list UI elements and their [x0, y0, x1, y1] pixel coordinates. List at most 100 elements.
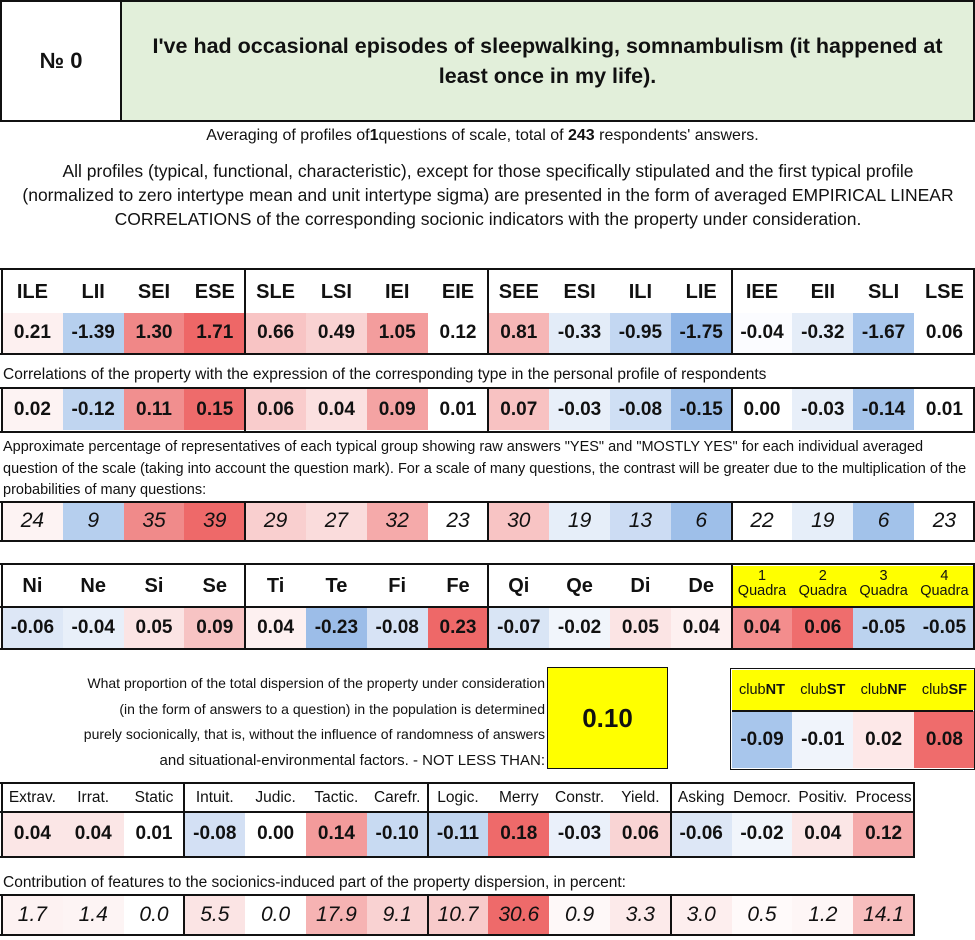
club-value: 0.02 — [853, 711, 914, 768]
type-pct-value: 39 — [184, 502, 246, 540]
type-profile-value: 0.49 — [306, 313, 367, 353]
club-prefix: club — [921, 682, 949, 698]
type-pct-value: 32 — [366, 502, 428, 540]
club-value: -0.01 — [792, 711, 854, 768]
trait-value: 0.14 — [306, 812, 367, 856]
trait-contrib-value: 1.7 — [2, 896, 63, 934]
trait-contrib-value: 5.5 — [184, 896, 246, 934]
quadra-header: 3 Quadra — [853, 566, 914, 606]
grid-line — [0, 934, 915, 936]
trait-contrib-value: 9.1 — [366, 896, 428, 934]
grid-line — [730, 268, 733, 353]
quadra-header: 2 Quadra — [792, 566, 854, 606]
trait-header: Intuit. — [195, 789, 234, 806]
grid-line — [244, 387, 247, 431]
club-name: NF — [887, 682, 907, 698]
trait-header: Tactic. — [314, 789, 359, 806]
club-prefix: club — [800, 682, 827, 698]
club-header: club SF — [914, 670, 975, 710]
question-text: I've had occasional episodes of sleepwal… — [152, 34, 943, 88]
dispersion-line-4: and situational-environmental factors. -… — [159, 751, 545, 769]
type-corr-value: 0.11 — [123, 389, 185, 430]
type-pct-value: 9 — [62, 502, 124, 540]
type-header: EIE — [441, 280, 475, 303]
type-corr-value: 0.04 — [306, 389, 367, 430]
club-name: ST — [826, 682, 846, 698]
function-header: Te — [325, 574, 348, 597]
grid-line — [669, 894, 672, 936]
type-pct-value: 22 — [731, 502, 793, 540]
trait-value: 0.18 — [488, 812, 550, 856]
trait-contrib-value: 3.0 — [670, 896, 732, 934]
function-value: -0.02 — [549, 607, 610, 648]
trait-contrib-value: 1.2 — [792, 896, 854, 934]
trait-header: Merry — [498, 789, 539, 806]
type-pct-value: 19 — [549, 502, 610, 540]
grid-line — [0, 353, 975, 355]
type-header: EII — [810, 280, 836, 303]
type-corr-value: 0.06 — [245, 389, 306, 430]
type-header: SEI — [137, 280, 171, 303]
type-corr-value: 0.07 — [488, 389, 550, 430]
trait-header: Extrav. — [8, 789, 56, 806]
grid-line — [973, 387, 975, 431]
trait-header: Static — [134, 789, 174, 806]
club-header: club NF — [853, 670, 914, 710]
type-profile-value: -1.39 — [62, 313, 124, 353]
quadra-number: 3 — [879, 568, 888, 584]
type-profile-value: 0.12 — [427, 313, 489, 353]
type-profile-value: 0.21 — [2, 313, 63, 353]
type-corr-value: 0.15 — [184, 389, 246, 430]
grid-line — [1, 894, 3, 936]
club-value: -0.09 — [731, 711, 793, 768]
type-pct-value: 19 — [792, 502, 854, 540]
grid-line — [0, 540, 975, 542]
type-header: LIE — [685, 280, 717, 303]
type-corr-value: -0.12 — [62, 389, 124, 430]
type-corr-value: 0.01 — [427, 389, 489, 430]
type-profile-value: 0.66 — [245, 313, 306, 353]
trait-value: 0.04 — [2, 812, 63, 856]
trait-header: Democr. — [733, 789, 791, 806]
averaging-middle: questions of scale, total of — [378, 127, 564, 144]
quadra-number: 1 — [757, 568, 767, 584]
grid-line — [669, 782, 672, 858]
type-profile-value: -0.04 — [731, 313, 793, 353]
dispersion-value: 0.10 — [582, 702, 633, 733]
type-pct-value: 23 — [427, 502, 489, 540]
type-pct-value: 29 — [245, 502, 306, 540]
trait-header: Asking — [677, 789, 725, 806]
grid-line — [730, 387, 733, 431]
function-header: Qe — [566, 574, 593, 597]
grid-line — [0, 431, 975, 433]
grid-line — [1, 782, 3, 858]
function-header: Ne — [80, 574, 106, 597]
questions-count: 1 — [369, 127, 379, 144]
function-header: Di — [630, 574, 651, 597]
respondents-count: 243 — [567, 127, 595, 144]
trait-value: -0.11 — [427, 812, 489, 856]
trait-header: Irrat. — [77, 789, 110, 806]
quadra-header: 4 Quadra — [914, 566, 975, 606]
trait-value: -0.06 — [670, 812, 732, 856]
grid-line — [973, 563, 975, 650]
function-value: -0.06 — [2, 607, 63, 648]
club-prefix: club — [860, 682, 888, 698]
grid-line — [0, 856, 915, 858]
quadra-value: -0.05 — [853, 607, 914, 648]
function-header: De — [688, 574, 714, 597]
type-pct-value: 30 — [488, 502, 550, 540]
grid-line — [1, 268, 3, 353]
grid-line — [244, 501, 247, 540]
dispersion-line-2: (in the form of answers to a question) i… — [119, 700, 545, 717]
grid-line — [244, 563, 247, 650]
grid-line — [1, 387, 3, 431]
type-pct-value: 6 — [853, 502, 914, 540]
quadra-word: Quadra — [798, 583, 847, 599]
type-corr-value: 0.01 — [914, 389, 975, 430]
quadra-value: -0.05 — [914, 607, 975, 648]
function-value: 0.23 — [427, 607, 489, 648]
averaging-suffix: respondents' answers. — [599, 127, 759, 144]
type-corr-value: 0.09 — [366, 389, 428, 430]
type-header: ESI — [563, 280, 596, 303]
